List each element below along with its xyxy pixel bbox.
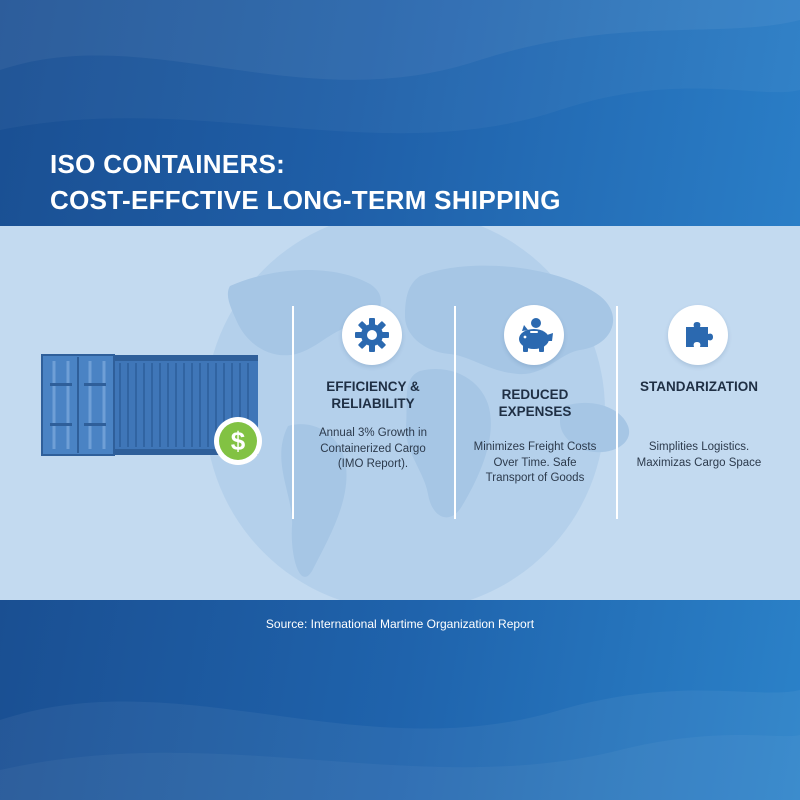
header-wave-decoration	[0, 0, 800, 134]
gear-icon	[342, 305, 402, 365]
piggy-bank-icon	[504, 305, 564, 365]
header-background	[0, 0, 800, 226]
footer-background	[0, 600, 800, 800]
column-divider	[454, 306, 456, 519]
efficiency-heading: EFFICIENCY & RELIABILITY	[326, 379, 420, 411]
shipping-container-icon	[40, 353, 260, 462]
dollar-icon: $	[219, 422, 257, 460]
footer-wave-decoration	[0, 690, 800, 800]
title-line-1: ISO CONTAINERS:	[50, 149, 286, 179]
globe-icon	[205, 226, 630, 600]
reduced-expenses-description: Minimizes Freight Costs Over Time. Safe …	[473, 441, 597, 484]
efficiency-description: Annual 3% Growth in Containerized Cargo …	[318, 427, 428, 470]
standardization-heading: STANDARIZATION	[640, 379, 758, 394]
title-line-2: COST-EFFCTIVE LONG-TERM SHIPPING	[50, 185, 561, 215]
puzzle-piece-icon	[668, 305, 728, 365]
source-citation: Source: International Martime Organizati…	[265, 617, 535, 631]
page-title: ISO CONTAINERS: COST-EFFCTIVE LONG-TERM …	[50, 146, 561, 218]
column-divider	[292, 306, 294, 519]
standardization-description: Simplities Logistics. Maximizas Cargo Sp…	[636, 441, 762, 469]
column-divider	[616, 306, 618, 519]
reduced-expenses-heading: REDUCED EXPENSES	[498, 387, 572, 419]
dollar-badge: $	[214, 417, 262, 465]
